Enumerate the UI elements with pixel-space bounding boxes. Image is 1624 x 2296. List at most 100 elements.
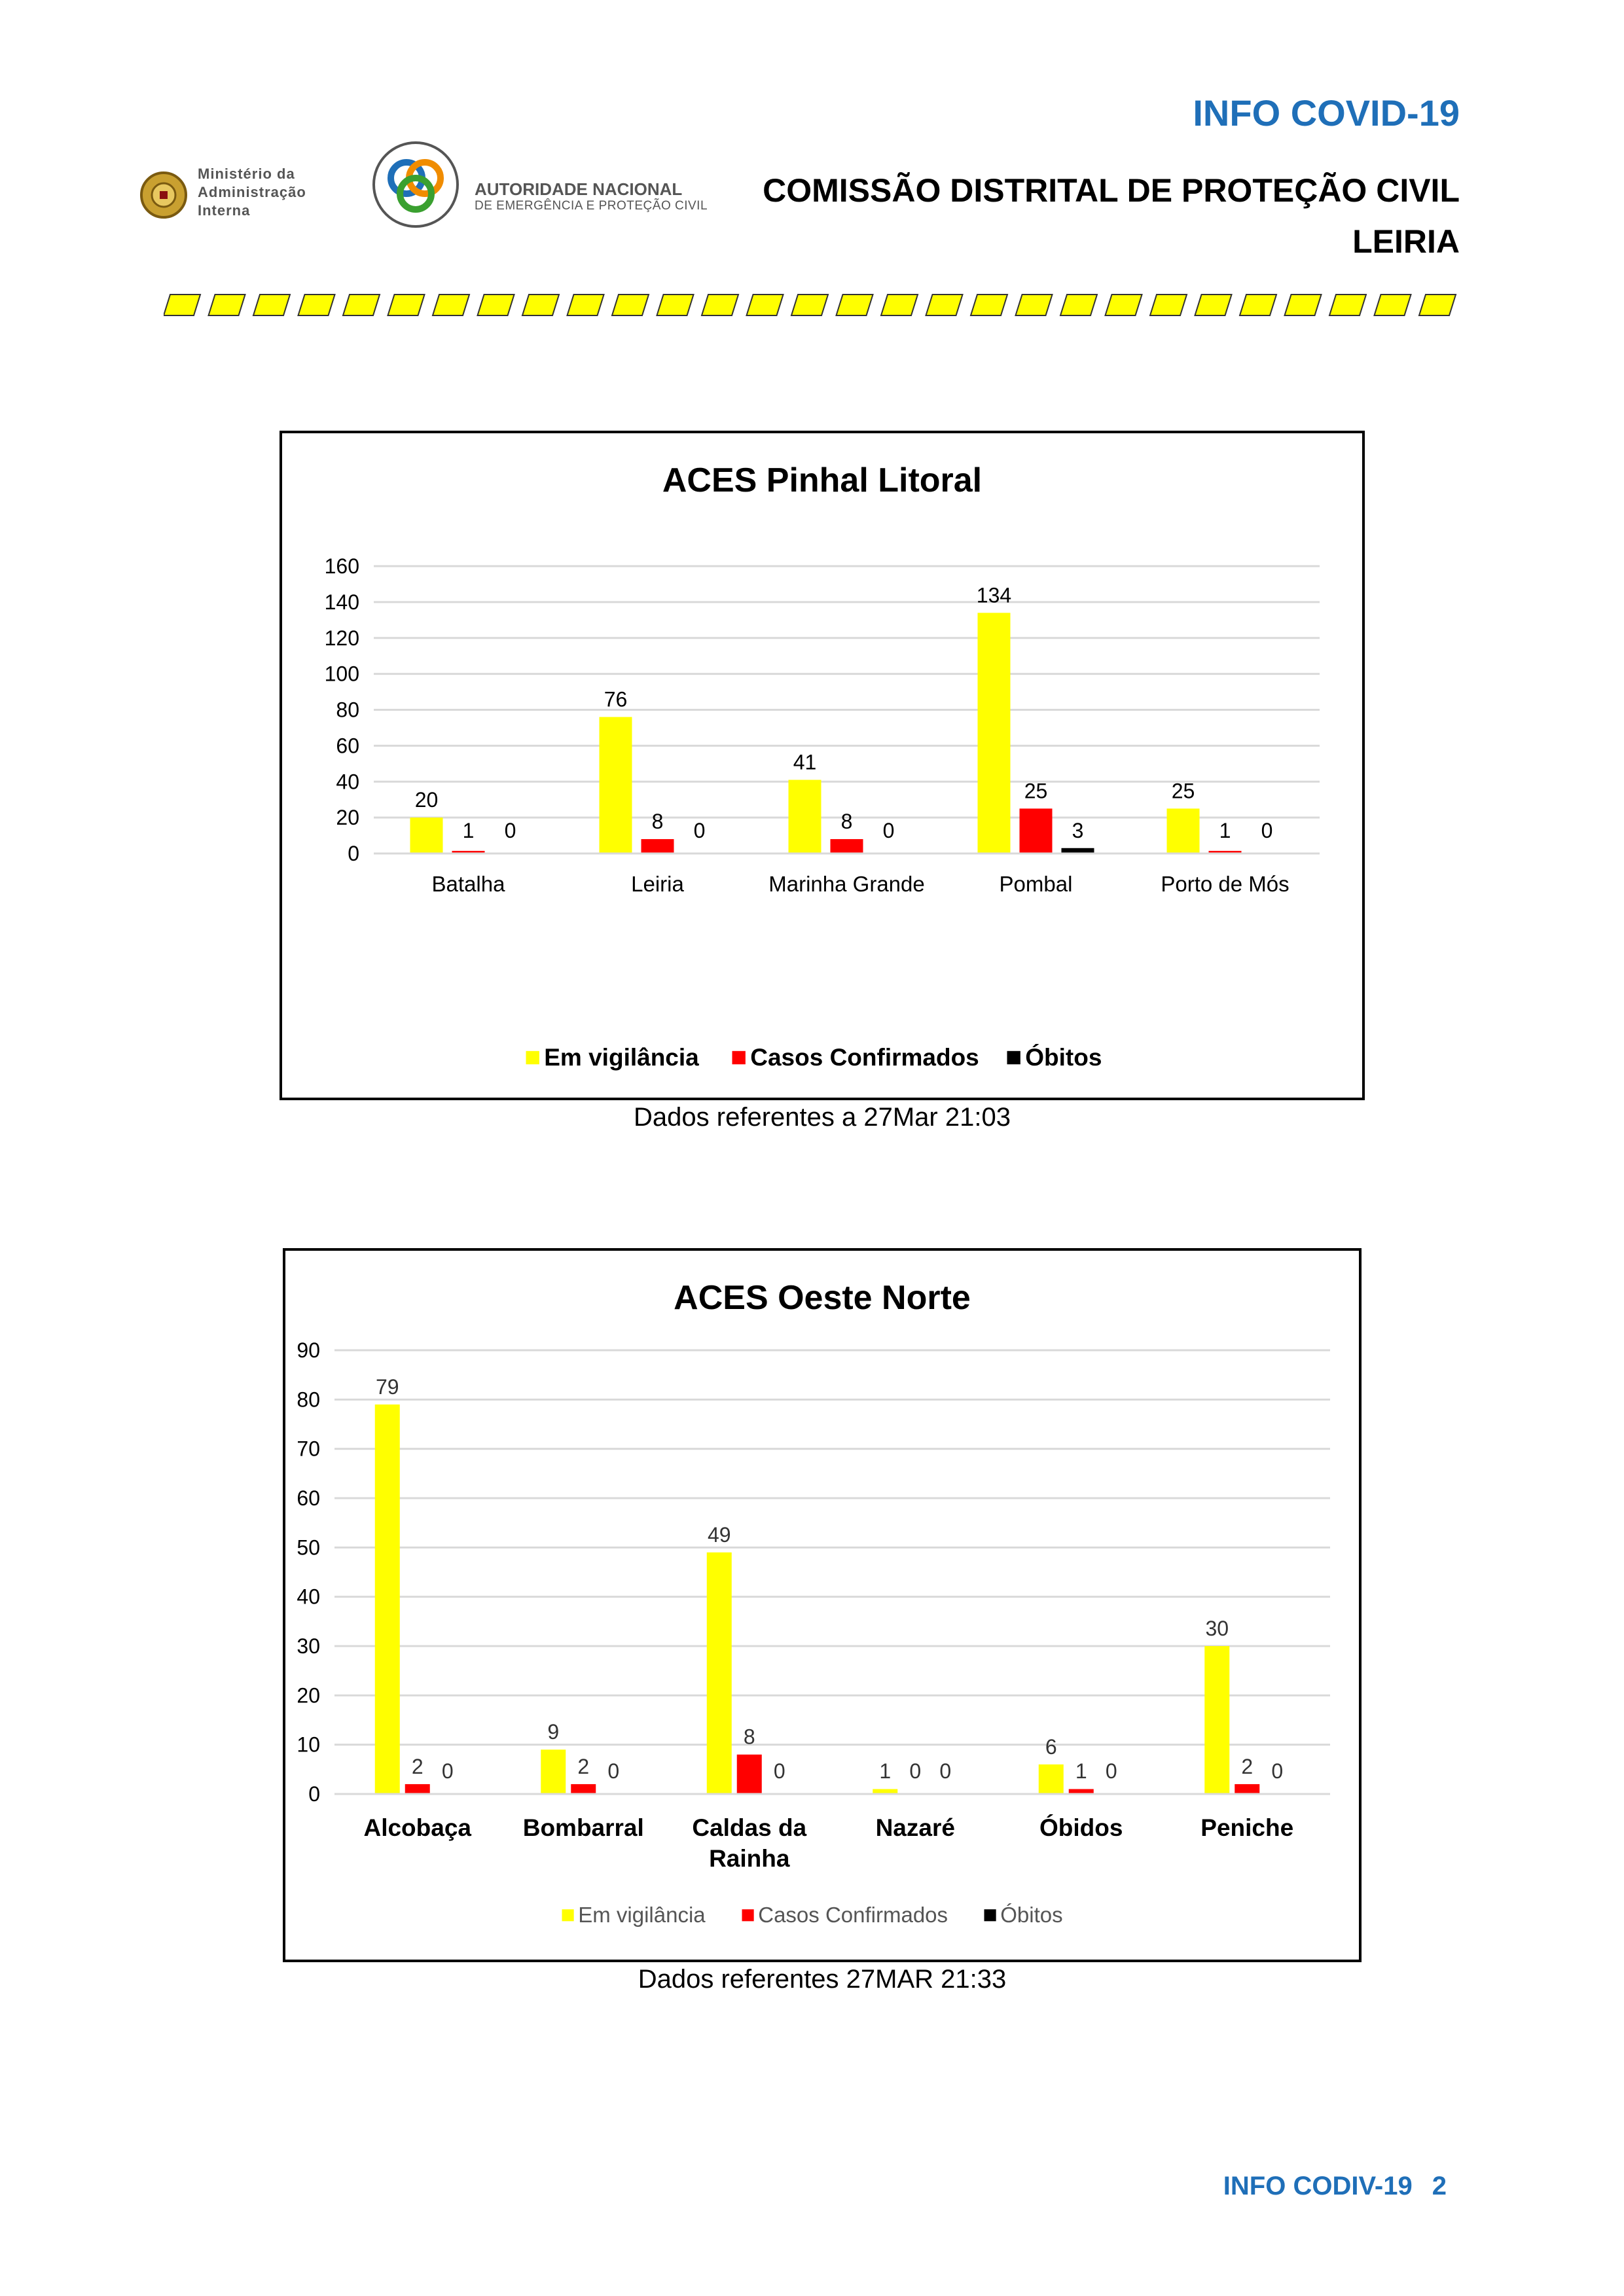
legend-entry: Óbitos: [1000, 1903, 1062, 1927]
bar: [977, 613, 1011, 853]
data-label: 30: [1205, 1617, 1229, 1640]
y-tick-label: 60: [297, 1486, 320, 1510]
data-label: 41: [793, 751, 817, 774]
category-label: Rainha: [709, 1845, 790, 1872]
data-label: 49: [708, 1523, 731, 1547]
data-label: 1: [1075, 1759, 1087, 1783]
mai-logo: Ministério da Administração Interna: [137, 157, 334, 229]
y-tick-label: 10: [297, 1733, 320, 1757]
warning-stripe: [164, 294, 1457, 316]
y-tick-label: 40: [297, 1585, 320, 1609]
stripe-segment: [208, 294, 246, 316]
data-label: 20: [415, 788, 439, 812]
data-label: 9: [547, 1720, 559, 1744]
bar: [736, 1754, 762, 1794]
category-label: Óbidos: [1039, 1814, 1123, 1841]
legend-entry: Casos Confirmados: [758, 1903, 948, 1927]
stripe-segment: [1328, 294, 1367, 316]
bar: [1038, 1764, 1064, 1794]
data-label: 3: [1072, 819, 1084, 842]
bar: [1068, 1789, 1094, 1794]
category-label: Nazaré: [876, 1814, 955, 1841]
category-label: Batalha: [432, 872, 506, 896]
anepc-logo: AUTORIDADE NACIONAL DE EMERGÊNCIA E PROT…: [370, 139, 763, 230]
y-tick-label: 50: [297, 1535, 320, 1559]
footer-label: INFO CODIV-19: [1223, 2172, 1413, 2200]
y-tick-label: 90: [297, 1338, 320, 1362]
legend-entry: Casos Confirmados: [750, 1044, 979, 1071]
category-label: Caldas da: [692, 1814, 806, 1841]
stripe-segment: [746, 294, 784, 316]
data-label: 6: [1045, 1735, 1057, 1759]
data-label: 8: [652, 810, 664, 833]
data-label: 79: [376, 1375, 399, 1399]
category-label: Peniche: [1200, 1814, 1293, 1841]
y-tick-label: 100: [325, 662, 359, 686]
bar: [571, 1784, 596, 1794]
category-label: Alcobaça: [363, 1814, 471, 1841]
category-label: Leiria: [631, 872, 684, 896]
bar: [830, 839, 863, 853]
chart-pinhal-litoral: ACES Pinhal Litoral 0 20 40 60 80 100 120 140 16…: [280, 431, 1365, 1100]
bar: [374, 1404, 400, 1794]
stripe-segment: [611, 294, 650, 316]
data-label: 0: [909, 1759, 921, 1783]
bar: [641, 839, 674, 853]
data-label: 1: [463, 819, 475, 842]
stripe-segment: [1104, 294, 1143, 316]
stripe-segment: [477, 294, 515, 316]
anepc-logo-subtext: DE EMERGÊNCIA E PROTEÇÃO CIVIL: [475, 199, 708, 213]
legend-entry: Em vigilância: [578, 1903, 706, 1927]
data-label: 0: [1106, 1759, 1117, 1783]
bar: [1208, 851, 1242, 853]
y-tick-label: 140: [325, 590, 359, 614]
data-label: 0: [505, 819, 516, 842]
commission-title: COMISSÃO DISTRITAL DE PROTEÇÃO CIVIL: [763, 172, 1460, 209]
data-label: 25: [1024, 779, 1048, 802]
data-label: 1: [1219, 819, 1231, 842]
legend-swatch: [1007, 1050, 1020, 1065]
legend-swatch: [984, 1909, 996, 1922]
data-label: 0: [1261, 819, 1273, 842]
stripe-segment: [1373, 294, 1412, 316]
data-label: 0: [442, 1759, 454, 1783]
data-label: 0: [607, 1759, 619, 1783]
stripe-segment: [656, 294, 695, 316]
legend-swatch: [562, 1909, 574, 1922]
mai-logo-text: Ministério da Administração Interna: [198, 166, 306, 219]
y-tick-label: 80: [297, 1388, 320, 1411]
stripe-segment: [925, 294, 964, 316]
bar: [599, 717, 632, 853]
category-label: Bombarral: [523, 1814, 644, 1841]
y-tick-label: 160: [325, 554, 359, 578]
legend-swatch: [526, 1050, 539, 1065]
y-tick-label: 70: [297, 1437, 320, 1461]
data-label: 2: [412, 1755, 424, 1778]
y-tick-label: 30: [297, 1634, 320, 1658]
bar: [873, 1789, 898, 1794]
stripe-segment: [1418, 294, 1457, 316]
bar: [1166, 808, 1200, 853]
category-label: Marinha Grande: [768, 872, 924, 896]
stripe-segment: [431, 294, 471, 316]
bar: [1019, 808, 1053, 853]
data-label: 0: [1271, 1759, 1283, 1783]
category-label: Pombal: [1000, 872, 1073, 896]
y-tick-label: 80: [336, 698, 359, 722]
bar: [1061, 848, 1094, 853]
mai-emblem-icon: [140, 171, 187, 219]
category-label: Porto de Mós: [1161, 872, 1289, 896]
data-label: 0: [694, 819, 706, 842]
stripe-segment: [1194, 294, 1233, 316]
y-tick-label: 60: [336, 734, 359, 757]
stripe-segment: [297, 294, 336, 316]
bar: [405, 1784, 430, 1794]
data-label: 2: [577, 1755, 589, 1778]
data-label: 8: [841, 810, 853, 833]
legend-entry: Óbitos: [1025, 1043, 1102, 1071]
chart-oeste-norte: ACES Oeste Norte 0 10 20 30 40 50 60 70 80 90 79 2 0…: [283, 1248, 1362, 1962]
stripe-segment: [566, 294, 605, 316]
stripe-segment: [1015, 294, 1053, 316]
